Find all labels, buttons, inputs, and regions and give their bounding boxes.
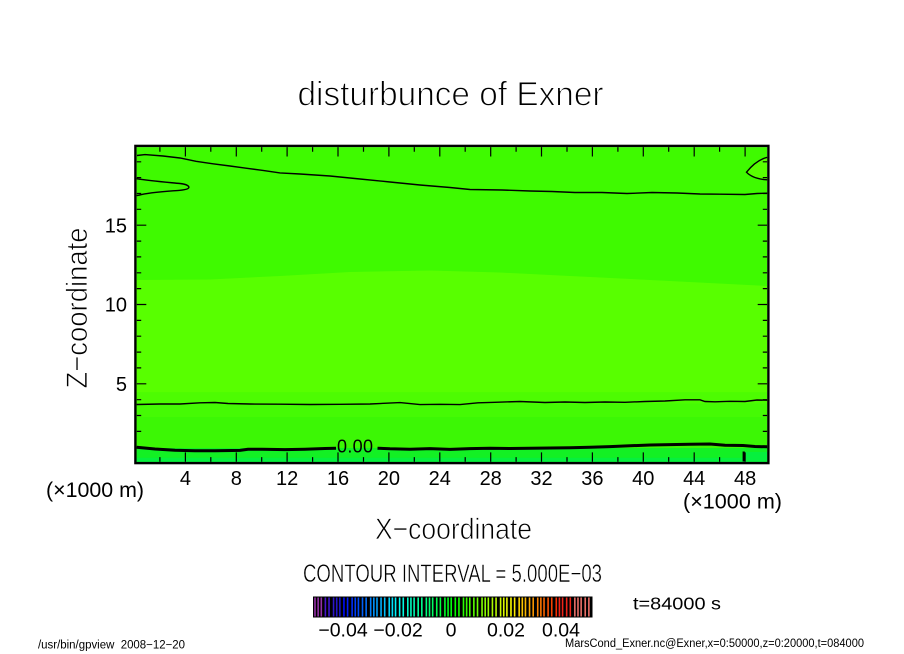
svg-text:0: 0 [446,620,457,642]
svg-text:28: 28 [480,468,502,490]
svg-text:24: 24 [429,468,451,490]
svg-text:−0.04: −0.04 [318,620,367,642]
svg-text:CONTOUR INTERVAL = 5.000E−03: CONTOUR INTERVAL = 5.000E−03 [303,560,602,588]
svg-text:Z−coordinate: Z−coordinate [61,228,94,389]
svg-text:0.04: 0.04 [542,620,580,642]
svg-text:16: 16 [327,468,349,490]
svg-text:X−coordinate: X−coordinate [375,513,532,546]
svg-text:disturbunce of Exner: disturbunce of Exner [298,76,604,114]
svg-text:(×1000 m): (×1000 m) [46,479,144,502]
svg-text:48: 48 [734,468,756,490]
svg-text:−0.02: −0.02 [373,620,422,642]
svg-text:MarsCond_Exner.nc@Exner,x=0:50: MarsCond_Exner.nc@Exner,x=0:50000,z=0:20… [565,638,864,650]
svg-text:8: 8 [231,468,242,490]
svg-text:10: 10 [105,295,127,317]
svg-text:36: 36 [581,468,603,490]
svg-text:4: 4 [180,468,191,490]
svg-text:5: 5 [116,374,127,396]
svg-text:t=84000 s: t=84000 s [633,594,721,614]
svg-text:40: 40 [632,468,654,490]
svg-text:/usr/bin/gpview 2008−12−20: /usr/bin/gpview 2008−12−20 [38,640,185,652]
svg-text:20: 20 [378,468,400,490]
svg-text:(×1000 m): (×1000 m) [683,491,782,514]
svg-text:12: 12 [276,468,298,490]
svg-text:15: 15 [105,215,127,237]
svg-text:0.00: 0.00 [337,437,373,457]
svg-text:44: 44 [683,468,705,490]
svg-text:0.02: 0.02 [487,620,525,642]
svg-text:32: 32 [530,468,552,490]
